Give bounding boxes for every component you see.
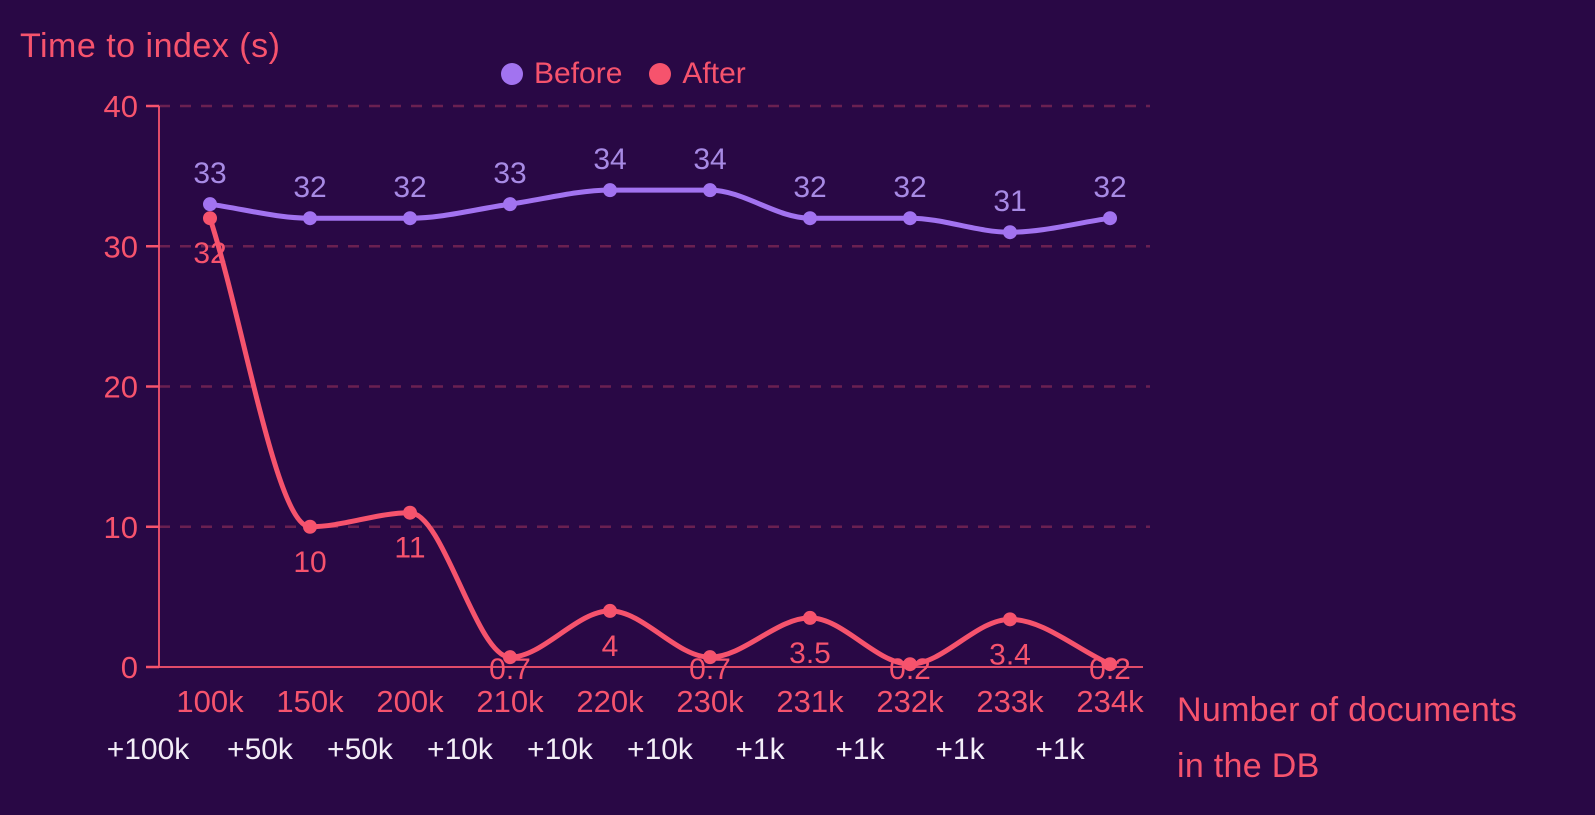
- before-point-231k: [803, 211, 817, 226]
- before-point-220k: [603, 183, 617, 198]
- after-point-label-220k: 4: [602, 630, 619, 663]
- after-point-232k: [903, 657, 917, 672]
- x-tick-label-200k: 200k: [376, 684, 444, 719]
- y-tick-label-10: 10: [104, 510, 138, 545]
- y-axis-title: Time to index (s): [20, 27, 281, 65]
- after-line: [207, 215, 1113, 667]
- after-point-150k: [303, 519, 317, 534]
- x-delta-label-7: +1k: [835, 733, 885, 766]
- after-point-220k: [603, 603, 617, 618]
- after-point-label-231k: 3.5: [789, 637, 831, 670]
- x-tick-label-233k: 233k: [976, 684, 1044, 719]
- after-point-label-234k: 0.2: [1089, 653, 1131, 686]
- before-point-label-150k: 32: [293, 171, 326, 204]
- after-point-210k: [503, 650, 517, 665]
- after-point-label-233k: 3.4: [989, 638, 1031, 671]
- x-delta-label-4: +10k: [527, 733, 594, 766]
- after-point-200k: [403, 505, 417, 520]
- before-point-150k: [303, 211, 317, 226]
- x-axis-title-line1: Number of documents: [1177, 691, 1518, 729]
- legend-item-before: Before: [501, 57, 622, 91]
- x-delta-label-1: +50k: [227, 733, 294, 766]
- legend-label-after: After: [682, 57, 746, 90]
- x-tick-label-100k: 100k: [176, 684, 244, 719]
- after-point-label-200k: 11: [394, 532, 425, 565]
- x-tick-label-232k: 232k: [876, 684, 944, 719]
- after-point-label-230k: 0.7: [689, 653, 731, 686]
- y-tick-label-20: 20: [104, 370, 138, 405]
- x-delta-label-2: +50k: [327, 733, 394, 766]
- before-point-200k: [403, 211, 417, 226]
- x-delta-label-6: +1k: [735, 733, 785, 766]
- before-point-100k: [203, 197, 217, 212]
- x-delta-label-8: +1k: [935, 733, 985, 766]
- before-point-230k: [703, 183, 717, 198]
- x-tick-label-234k: 234k: [1076, 684, 1144, 719]
- before-point-label-220k: 34: [593, 143, 626, 176]
- before-point-234k: [1103, 211, 1117, 226]
- x-tick-label-220k: 220k: [576, 684, 644, 719]
- x-tick-label-210k: 210k: [476, 684, 544, 719]
- x-delta-label-0: +100k: [107, 733, 191, 766]
- after-point-230k: [703, 650, 717, 665]
- before-point-label-233k: 31: [993, 185, 1026, 218]
- after-point-234k: [1103, 657, 1117, 672]
- legend-label-before: Before: [534, 57, 623, 90]
- x-tick-label-231k: 231k: [776, 684, 844, 719]
- before-point-label-210k: 33: [493, 157, 526, 190]
- before-point-label-232k: 32: [893, 171, 926, 204]
- x-axis-title: Number of documents in the DB: [1177, 682, 1517, 794]
- legend: Before After: [501, 56, 746, 92]
- before-point-label-234k: 32: [1093, 171, 1126, 204]
- y-tick-label-30: 30: [104, 229, 138, 264]
- x-delta-label-9: +1k: [1035, 733, 1085, 766]
- after-point-231k: [803, 610, 817, 625]
- before-point-label-200k: 32: [393, 171, 426, 204]
- x-delta-label-3: +10k: [427, 733, 494, 766]
- after-point-233k: [1003, 612, 1017, 627]
- before-point-232k: [903, 211, 917, 226]
- after-point-label-210k: 0.7: [489, 653, 531, 686]
- before-point-label-231k: 32: [793, 171, 826, 204]
- x-delta-label-5: +10k: [627, 733, 694, 766]
- before-point-210k: [503, 197, 517, 212]
- legend-item-after: After: [649, 57, 746, 91]
- after-point-100k: [203, 211, 217, 226]
- x-axis-title-line2: in the DB: [1177, 747, 1320, 785]
- x-tick-label-230k: 230k: [676, 684, 744, 719]
- after-series-dot-icon: [649, 63, 672, 85]
- before-series-dot-icon: [501, 63, 523, 85]
- x-tick-label-150k: 150k: [276, 684, 344, 719]
- before-point-label-230k: 34: [693, 143, 726, 176]
- after-point-label-232k: 0.2: [889, 653, 931, 686]
- y-tick-label-0: 0: [121, 650, 138, 685]
- y-tick-label-40: 40: [104, 89, 138, 124]
- after-point-label-150k: 10: [293, 546, 326, 579]
- after-point-label-100k: 32: [193, 237, 226, 270]
- before-line: [207, 187, 1113, 235]
- before-point-label-100k: 33: [193, 157, 226, 190]
- before-point-233k: [1003, 225, 1017, 240]
